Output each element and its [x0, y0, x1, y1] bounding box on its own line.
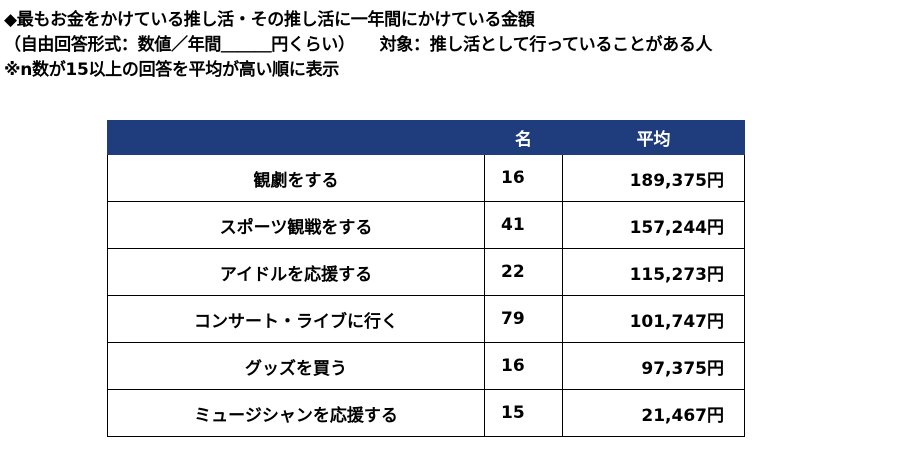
row-average: 115,273円 — [562, 248, 745, 296]
row-label: アイドルを応援する — [107, 248, 485, 296]
row-average: 157,244円 — [562, 201, 745, 249]
table-row: グッズを買う 16 97,375円 — [107, 342, 745, 390]
row-n: 16 — [484, 342, 563, 390]
table-row: アイドルを応援する 22 115,273円 — [107, 248, 745, 296]
question-format: （自由回答形式：数値／年間＿＿＿円くらい） 対象：推し活として行っていることがあ… — [4, 35, 713, 55]
table-row: スポーツ観戦をする 41 157,244円 — [107, 201, 745, 249]
row-n: 22 — [484, 248, 563, 296]
row-average: 189,375円 — [562, 154, 745, 202]
row-label: ミュージシャンを応援する — [107, 389, 485, 437]
column-header-n: 名 — [484, 120, 563, 155]
table-row: 観劇をする 16 189,375円 — [107, 154, 745, 202]
row-label: コンサート・ライブに行く — [107, 295, 485, 343]
row-n: 16 — [484, 154, 563, 202]
row-average: 101,747円 — [562, 295, 745, 343]
page-title: ◆最もお金をかけている推し活・その推し活に一年間にかけている金額 — [4, 10, 535, 30]
column-header-label — [107, 120, 485, 155]
column-header-average: 平均 — [562, 120, 745, 155]
row-average: 97,375円 — [562, 342, 745, 390]
row-average: 21,467円 — [562, 389, 745, 437]
row-label: スポーツ観戦をする — [107, 201, 485, 249]
row-n: 15 — [484, 389, 563, 437]
row-label: グッズを買う — [107, 342, 485, 390]
row-n: 79 — [484, 295, 563, 343]
results-table: 名 平均 観劇をする 16 189,375円 スポーツ観戦をする 41 157,… — [107, 120, 745, 437]
page-header: ◆最もお金をかけている推し活・その推し活に一年間にかけている金額 （自由回答形式… — [4, 8, 713, 83]
table-row: コンサート・ライブに行く 79 101,747円 — [107, 295, 745, 343]
note: ※n数が15以上の回答を平均が高い順に表示 — [4, 60, 339, 80]
table-row: ミュージシャンを応援する 15 21,467円 — [107, 389, 745, 437]
table-header-row: 名 平均 — [107, 120, 745, 155]
row-label: 観劇をする — [107, 154, 485, 202]
row-n: 41 — [484, 201, 563, 249]
